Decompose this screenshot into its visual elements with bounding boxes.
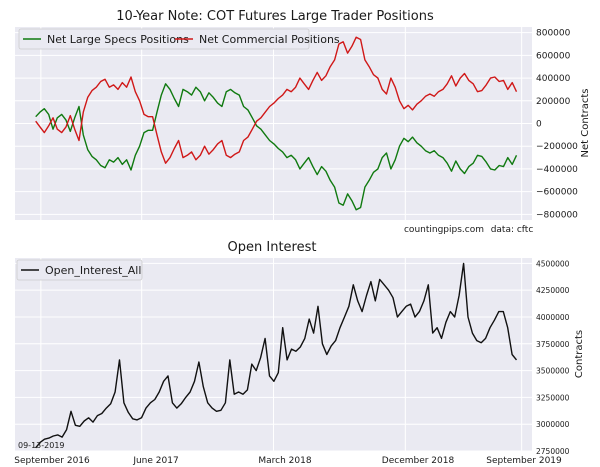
x-tick-labels-open-interest: September 2016 June 2017 March 2018 Decembe… — [14, 456, 562, 466]
open-interest-chart: Open Interest 2750000 3000000 3250000 35000… — [14, 240, 585, 466]
grid-open-interest — [15, 258, 532, 452]
series-group-open-interest — [35, 262, 518, 449]
series-line-open-interest-all — [35, 262, 518, 449]
x-tick-label: September 2019 — [486, 456, 562, 466]
data-source-annotation: data: cftc — [491, 225, 534, 235]
y-tick-label: 4250000 — [536, 286, 570, 295]
series-line-net-large-specs-positions — [35, 83, 518, 211]
legend-box-cot — [18, 28, 310, 50]
x-tick-label: June 2017 — [132, 456, 178, 466]
y-tick-label: 4000000 — [536, 313, 570, 322]
y-tick-label: 2750000 — [536, 447, 570, 456]
source-annotation: countingpips.com — [404, 225, 484, 235]
y-axis-label-cot: Net Contracts — [580, 89, 591, 158]
y-tick-label: −400000 — [536, 165, 578, 175]
legend-label-large-specs: Net Large Specs Positions — [47, 33, 189, 46]
y-tick-label: 800000 — [536, 29, 571, 39]
grid-cot — [15, 27, 532, 220]
y-tick-label: 3250000 — [536, 393, 570, 402]
y-tick-label: 3500000 — [536, 367, 570, 376]
y-tick-label: 4500000 — [536, 259, 570, 268]
y-tick-label: 400000 — [536, 74, 571, 84]
series-line-net-commercial-positions — [35, 36, 518, 164]
y-tick-label: 0 — [536, 120, 542, 130]
y-tick-label: 600000 — [536, 51, 571, 61]
legend-open-interest: Open_Interest_All — [16, 259, 143, 281]
chart-title-cot: 10-Year Note: COT Futures Large Trader P… — [116, 9, 434, 24]
y-tick-label: −200000 — [536, 142, 578, 152]
y-tick-label: −600000 — [536, 188, 578, 198]
y-tick-labels-cot: 800000 600000 400000 200000 0 −200000 −400000 −… — [536, 29, 578, 221]
legend-cot: Net Large Specs Positions Net Commercial… — [18, 28, 340, 50]
cot-positions-chart: 10-Year Note: COT Futures Large Trader P… — [15, 9, 591, 235]
date-annotation: 09-13-2019 — [18, 441, 65, 450]
legend-label-commercial: Net Commercial Positions — [199, 33, 340, 46]
y-tick-label: 200000 — [536, 97, 571, 107]
chart-title-open-interest: Open Interest — [228, 240, 317, 255]
series-group-cot — [35, 36, 518, 211]
y-tick-label: 3750000 — [536, 340, 570, 349]
legend-box-open-interest — [16, 259, 143, 281]
x-tick-label: March 2018 — [258, 456, 311, 466]
legend-label-open-interest: Open_Interest_All — [45, 264, 141, 277]
x-tick-label: December 2018 — [382, 456, 455, 466]
y-tick-labels-open-interest: 2750000 3000000 3250000 3500000 3750000 40000… — [536, 259, 570, 456]
x-tick-label: September 2016 — [14, 456, 90, 466]
y-tick-label: 3000000 — [536, 420, 570, 429]
y-tick-label: −800000 — [536, 210, 578, 220]
y-axis-label-open-interest: Contracts — [574, 330, 585, 378]
